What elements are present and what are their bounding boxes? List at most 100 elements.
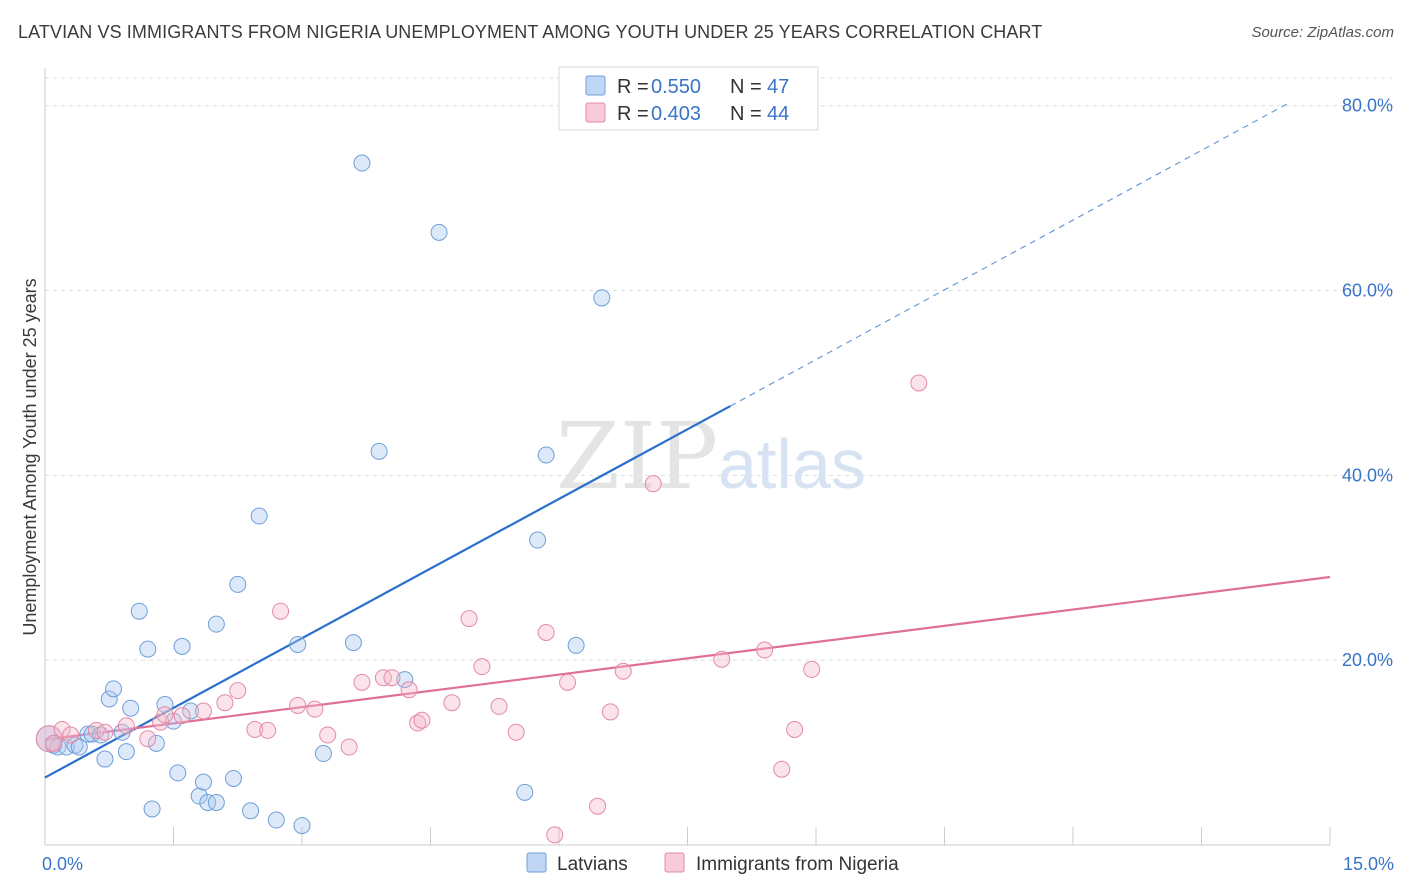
ticks-layer: 20.0% 40.0% 60.0% 80.0% 0.0% 15.0% [42, 96, 1394, 874]
point-nigeria [559, 673, 577, 691]
chart-title: LATVIAN VS IMMIGRANTS FROM NIGERIA UNEMP… [18, 22, 1043, 42]
legend-n-label-latvians: N = [730, 76, 762, 98]
point-latvians [199, 793, 217, 811]
point-nigeria [756, 641, 774, 659]
point-nigeria [546, 826, 564, 844]
point-nigeria [644, 475, 662, 493]
point-latvians [370, 442, 388, 460]
point-nigeria [537, 623, 555, 641]
point-latvians [516, 783, 534, 801]
point-nigeria [473, 658, 491, 676]
series-legend-swatch-latvians [526, 852, 547, 873]
point-latvians [529, 531, 547, 549]
point-nigeria [460, 610, 478, 628]
point-nigeria [173, 707, 191, 725]
point-nigeria [87, 721, 105, 739]
point-latvians [250, 507, 268, 525]
trend-layer [44, 103, 1331, 779]
y-axis-title: Unemployment Among Youth under 25 years [20, 278, 40, 635]
point-nigeria [374, 669, 392, 687]
y-tick-label: 80.0% [1342, 96, 1393, 116]
point-nigeria [272, 602, 290, 620]
point-latvians [224, 769, 242, 787]
y-tick-label: 60.0% [1342, 281, 1393, 301]
series-legend-label-nigeria: Immigrants from Nigeria [696, 854, 899, 875]
point-latvians [139, 640, 157, 658]
point-latvians [242, 802, 260, 820]
point-nigeria [773, 760, 791, 778]
legend-swatch-latvians [585, 75, 606, 96]
point-latvians [293, 817, 311, 835]
point-latvians [79, 725, 97, 743]
point-latvians [207, 615, 225, 633]
point-latvians [96, 750, 114, 768]
point-latvians [130, 602, 148, 620]
point-latvians [173, 637, 191, 655]
point-latvians [353, 154, 371, 172]
point-latvians [567, 636, 585, 654]
point-latvians [430, 223, 448, 241]
x-tick-label: 0.0% [42, 854, 83, 874]
point-nigeria [443, 694, 461, 712]
axes-layer [44, 68, 1331, 846]
trend-line-nigeria [44, 575, 1331, 741]
point-nigeria [35, 725, 63, 753]
point-latvians [70, 738, 88, 756]
legend-r-value-nigeria: 0.403 [651, 103, 701, 125]
point-latvians [289, 635, 307, 653]
trend-extension-latvians [730, 103, 1288, 407]
point-latvians [169, 764, 187, 782]
legend-r-value-latvians: 0.550 [651, 76, 701, 98]
point-latvians [147, 734, 165, 752]
point-nigeria [507, 723, 525, 741]
point-nigeria [289, 696, 307, 714]
point-nigeria [194, 702, 212, 720]
point-latvians [182, 702, 200, 720]
series-legend-swatch-nigeria [664, 852, 685, 873]
point-latvians [314, 745, 332, 763]
y-tick-label: 20.0% [1342, 650, 1393, 670]
point-nigeria [96, 723, 114, 741]
point-nigeria [353, 673, 371, 691]
legend-r-label-latvians: R = [617, 76, 649, 98]
point-nigeria [259, 721, 277, 739]
grid-layer [45, 77, 1392, 661]
point-nigeria [53, 720, 71, 738]
point-nigeria [413, 711, 431, 729]
legend-n-value-latvians: 47 [767, 76, 789, 98]
point-nigeria [45, 734, 63, 752]
trend-line-latvians [44, 405, 731, 779]
point-nigeria [340, 738, 358, 756]
point-latvians [122, 699, 140, 717]
legend-r-label-nigeria: R = [617, 103, 649, 125]
point-nigeria [139, 730, 157, 748]
source-credit: Source: ZipAtlas.com [1251, 24, 1394, 41]
point-nigeria [589, 797, 607, 815]
point-latvians [207, 793, 225, 811]
point-nigeria [786, 720, 804, 738]
point-nigeria [306, 700, 324, 718]
point-nigeria [216, 694, 234, 712]
series-legend-label-latvians: Latvians [557, 854, 628, 875]
legend-n-value-nigeria: 44 [767, 103, 789, 125]
point-nigeria [383, 669, 401, 687]
series-legend: Latvians Immigrants from Nigeria [526, 852, 899, 875]
point-latvians [267, 811, 285, 829]
point-nigeria [229, 682, 247, 700]
point-nigeria [614, 662, 632, 680]
watermark: ZIP atlas [556, 403, 866, 510]
point-latvians [66, 736, 84, 754]
watermark-atlas: atlas [718, 425, 866, 503]
point-latvians [117, 743, 135, 761]
points-layer [35, 154, 928, 844]
x-tick-label: 15.0% [1343, 854, 1394, 874]
legend-swatch-nigeria [585, 102, 606, 123]
point-latvians [156, 696, 174, 714]
point-nigeria [803, 660, 821, 678]
point-nigeria [490, 697, 508, 715]
point-latvians [344, 634, 362, 652]
point-latvians [100, 690, 118, 708]
legend-n-label-nigeria: N = [730, 103, 762, 125]
point-latvians [593, 289, 611, 307]
